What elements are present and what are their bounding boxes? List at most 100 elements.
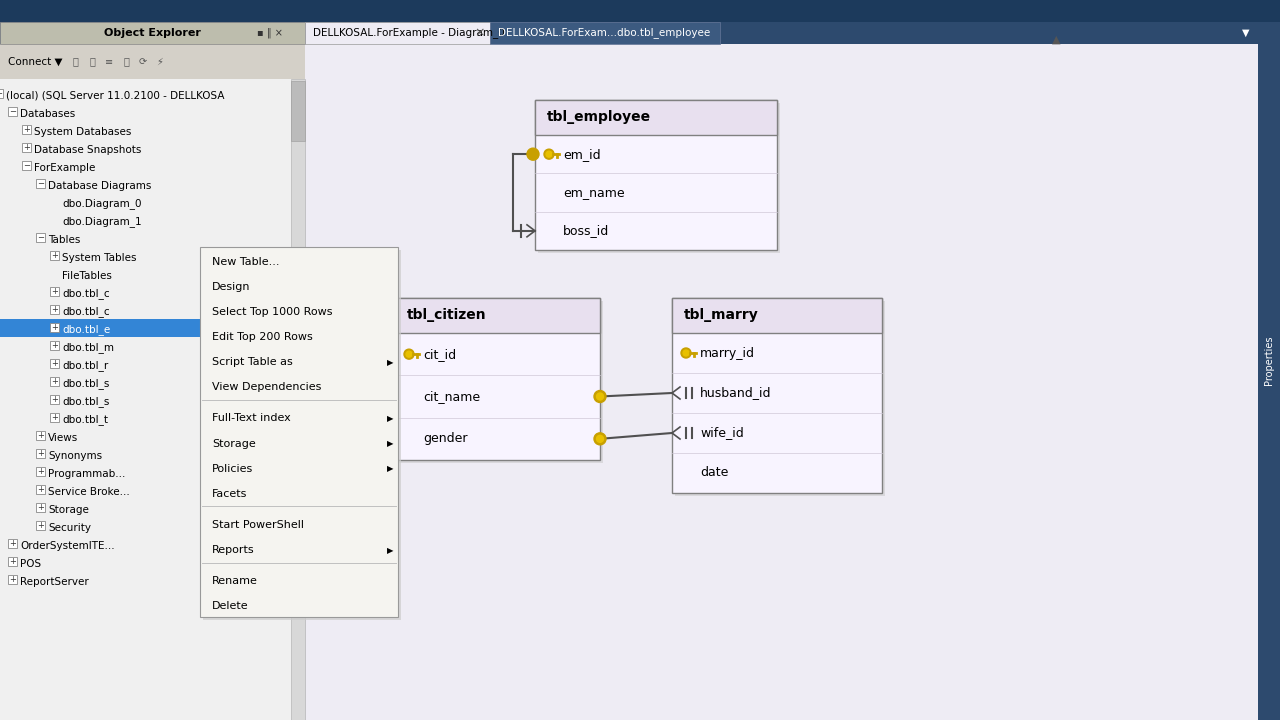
Bar [305,22,490,44]
Bar [8,575,17,584]
Text: Tables: Tables [49,235,81,245]
Text: Storage: Storage [212,438,256,449]
Text: +: + [37,449,44,458]
Text: tbl_marry: tbl_marry [684,308,759,323]
Text: dbo.tbl_c: dbo.tbl_c [61,289,110,300]
Text: Database Diagrams: Database Diagrams [49,181,151,191]
Circle shape [406,351,412,357]
Text: Facets: Facets [212,489,247,499]
Text: ⟳: ⟳ [140,56,147,66]
Text: dbo.tbl_s: dbo.tbl_s [61,379,109,390]
Text: System Databases: System Databases [35,127,132,137]
Bar [50,305,59,314]
Text: +: + [37,521,44,530]
Text: +: + [37,503,44,512]
Circle shape [544,149,554,159]
Text: Security: Security [49,523,91,533]
Text: ⬛: ⬛ [123,56,129,66]
Bar [535,100,777,250]
Text: Database Snapshots: Database Snapshots [35,145,141,155]
Text: ▶: ▶ [387,414,393,423]
Bar [36,503,45,512]
Text: gender: gender [422,432,467,446]
Text: +: + [51,251,58,260]
Bar [200,247,398,617]
Text: +: + [51,413,58,422]
Bar [50,251,59,260]
Text: ⬛: ⬛ [90,56,95,66]
Text: Properties: Properties [1265,336,1274,384]
Text: marry_id: marry_id [700,346,755,359]
Text: Service Broke...: Service Broke... [49,487,129,497]
Bar [50,413,59,422]
Text: em_name: em_name [563,186,625,199]
Bar [396,298,600,460]
Text: dbo.tbl_t: dbo.tbl_t [61,415,108,426]
Text: +: + [51,305,58,314]
Bar [50,395,59,404]
Text: ▲: ▲ [1052,35,1060,45]
Text: +: + [9,575,15,584]
Text: Full-Text index: Full-Text index [212,413,291,423]
Text: Policies: Policies [212,464,253,474]
Text: Storage: Storage [49,505,88,515]
Bar [204,250,401,620]
Bar [50,341,59,350]
Text: View Dependencies: View Dependencies [212,382,321,392]
Bar [291,81,305,141]
Text: tbl_employee: tbl_employee [547,110,652,125]
Text: Views: Views [49,433,78,443]
Text: dbo.tbl_s: dbo.tbl_s [61,397,109,408]
Text: ▶: ▶ [387,439,393,448]
Bar [36,485,45,494]
Circle shape [684,350,689,356]
Bar [490,22,719,44]
Text: +: + [37,467,44,476]
Text: cit_name: cit_name [422,390,480,403]
Text: +: + [51,323,58,332]
Text: wife_id: wife_id [700,426,744,439]
Text: boss_id: boss_id [563,225,609,238]
Bar [0,22,305,44]
Text: ReportServer: ReportServer [20,577,88,587]
Text: +: + [51,341,58,350]
Text: ▶: ▶ [387,546,393,554]
Text: Object Explorer: Object Explorer [104,28,201,38]
Bar [0,0,305,720]
Text: POS: POS [20,559,41,569]
Text: +: + [37,431,44,440]
Bar [22,125,31,134]
Bar [50,359,59,368]
Text: +: + [51,359,58,368]
Bar [36,467,45,476]
Text: ▪ ‖ ×: ▪ ‖ × [257,28,283,38]
Text: +: + [9,539,15,548]
Text: OrderSystemITE...: OrderSystemITE... [20,541,115,551]
Bar [8,557,17,566]
Bar [22,161,31,170]
Text: −: − [37,179,44,188]
Text: New Table...: New Table... [212,256,279,266]
Text: ▶: ▶ [387,358,393,366]
Text: +: + [51,395,58,404]
Text: Rename: Rename [212,576,257,586]
Text: ▶: ▶ [387,464,393,473]
Text: +: + [23,125,29,134]
Text: Programmab...: Programmab... [49,469,125,479]
Bar [398,301,603,463]
Text: Start PowerShell: Start PowerShell [212,520,305,530]
Text: dbo.tbl_r: dbo.tbl_r [61,361,109,372]
Bar [50,323,59,332]
Bar [36,179,45,188]
Bar [1258,0,1280,720]
Text: +: + [51,377,58,386]
Text: Connect ▼: Connect ▼ [8,56,63,66]
Text: −: − [23,161,29,170]
Text: date: date [700,467,728,480]
Text: dbo.tbl_m: dbo.tbl_m [61,343,114,354]
Bar [672,298,882,493]
Text: ▼: ▼ [1243,28,1249,38]
Bar [22,143,31,152]
Bar [36,449,45,458]
Bar [0,44,305,79]
